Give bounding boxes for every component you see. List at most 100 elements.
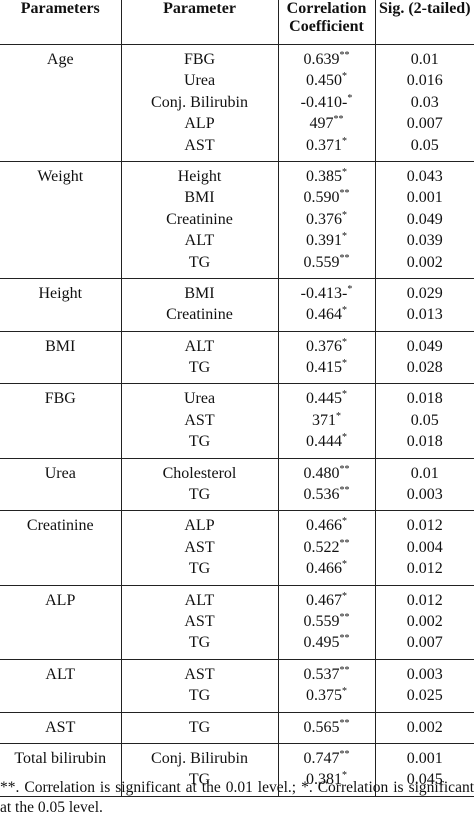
correlation-number: 0.467	[306, 591, 342, 609]
table-row: BMI ALT TG 0.376* 0.415* 0.049 0.028	[0, 331, 474, 385]
correlation-value: 0.559**	[279, 611, 375, 632]
sig-value: 0.013	[406, 306, 443, 324]
correlation-number: 0.639	[303, 51, 340, 68]
correlated-parameter: ALT	[184, 337, 215, 355]
correlated-parameter-cell: TG	[121, 712, 279, 744]
correlated-parameter: TG	[188, 433, 211, 451]
significance-cell: 0.012 0.004 0.012	[375, 510, 474, 586]
significance-cell: 0.029 0.013	[375, 278, 474, 332]
sig-value: 0.01	[410, 464, 439, 482]
group-parameter-label: Age	[46, 51, 74, 68]
correlated-parameter-cell: ALT TG	[121, 331, 279, 385]
correlated-parameter: Conj. Bilirubin	[151, 93, 248, 111]
group-parameter-label: ALT	[45, 665, 76, 683]
correlation-coefficient-cell: 0.639** 0.450* -0.410-* 497** 0.371*	[278, 44, 376, 162]
group-cell: Height	[0, 278, 122, 332]
sig-value: 0.043	[406, 167, 443, 185]
group-cell: Weight	[0, 161, 122, 279]
significance-marker: *	[342, 686, 347, 698]
correlation-number: 0.391	[306, 232, 342, 250]
sig-value: 0.049	[406, 210, 443, 228]
group-parameter-label: FBG	[44, 390, 76, 408]
correlation-coefficient-cell: 0.467* 0.559** 0.495**	[278, 585, 376, 660]
significance-marker: **	[339, 717, 350, 729]
group-parameter-label: AST	[45, 718, 76, 736]
correlation-value: 0.467*	[279, 590, 375, 611]
table-row: Height BMI Creatinine -0.413-* 0.464* 0.029 0.…	[0, 278, 474, 332]
correlation-coefficient-cell: 0.747** 0.381*	[278, 743, 376, 797]
correlated-parameter: ALP	[184, 115, 215, 133]
header-row: Parameters Parameter Correlation Coeffic…	[0, 0, 474, 45]
sig-value: 0.025	[406, 687, 443, 705]
significance-marker: *	[342, 358, 347, 370]
correlation-coefficient-cell: -0.413-* 0.464*	[278, 278, 376, 332]
sig-value: 0.012	[406, 517, 443, 535]
significance-marker: *	[336, 410, 341, 422]
correlation-value: 0.747**	[279, 748, 375, 769]
significance-cell: 0.018 0.05 0.018	[375, 383, 474, 459]
sig-value: 0.007	[406, 115, 443, 133]
table-row: Urea Cholesterol TG 0.480** 0.536** 0.01 0.003	[0, 458, 474, 512]
correlation-value: 0.565**	[279, 717, 375, 738]
correlation-number: -0.413-	[300, 284, 348, 302]
correlated-parameter: TG	[188, 771, 211, 789]
significance-marker: **	[339, 633, 350, 645]
correlation-value: 0.385*	[279, 166, 375, 187]
correlation-value: 371*	[279, 410, 375, 431]
correlation-value: 0.537**	[279, 664, 375, 685]
significance-marker: **	[339, 664, 350, 676]
group-cell: Urea	[0, 458, 122, 512]
correlation-number: 0.385	[306, 167, 342, 185]
correlated-parameter: TG	[188, 253, 211, 271]
group-cell: ALP	[0, 585, 122, 660]
correlated-parameter: Urea	[183, 72, 216, 90]
correlation-number: 0.559	[303, 612, 340, 630]
correlation-coefficient-cell: 0.466* 0.522** 0.466*	[278, 510, 376, 586]
correlated-parameter-cell: FBG Urea Conj. Bilirubin ALP AST	[121, 44, 279, 162]
sig-value: 0.002	[406, 612, 443, 630]
correlation-number: 0.466	[306, 517, 342, 535]
correlation-coefficient-cell: 0.537** 0.375*	[278, 659, 376, 713]
correlation-number: 0.565	[303, 718, 340, 736]
correlation-number: 0.495	[303, 634, 340, 652]
table-row: ALP ALT AST TG 0.467* 0.559** 0.495** 0.012 0.00…	[0, 585, 474, 660]
significance-cell: 0.01 0.003	[375, 458, 474, 512]
correlation-value: 0.480**	[279, 463, 375, 484]
group-parameter-label: BMI	[45, 337, 76, 355]
sig-value: 0.003	[406, 486, 443, 504]
significance-marker: **	[339, 463, 350, 475]
significance-cell: 0.002	[375, 712, 474, 744]
significance-marker: *	[342, 770, 347, 782]
significance-marker: *	[342, 135, 347, 147]
significance-marker: **	[339, 252, 350, 264]
correlation-number: 0.464	[306, 306, 342, 324]
table-row: Age FBG Urea Conj. Bilirubin ALP AST 0.639** 0.…	[0, 44, 474, 162]
sig-value: 0.016	[406, 72, 443, 90]
correlation-number: 0.375	[306, 687, 342, 705]
sig-value: 0.003	[406, 665, 443, 683]
group-parameter-label: Creatinine	[26, 517, 94, 535]
correlation-value: 0.464*	[279, 304, 375, 325]
correlated-parameter: Conj. Bilirubin	[151, 749, 248, 767]
significance-marker: **	[339, 537, 350, 549]
correlation-value: -0.413-*	[279, 283, 375, 304]
correlated-parameter: TG	[188, 687, 211, 705]
correlation-number: 0.444	[306, 433, 342, 451]
sig-value: 0.018	[406, 390, 443, 408]
header-parameters: Parameters	[0, 0, 122, 45]
correlation-coefficient-cell: 0.385* 0.590** 0.376* 0.391* 0.559**	[278, 161, 376, 279]
significance-marker: *	[342, 305, 347, 317]
significance-marker: **	[339, 485, 350, 497]
significance-marker: **	[339, 748, 350, 760]
correlation-number: 0.559	[303, 253, 340, 271]
group-cell: Age	[0, 44, 122, 162]
correlation-value: 0.371*	[279, 135, 375, 156]
significance-marker: **	[339, 188, 350, 200]
correlation-number: 0.747	[303, 749, 340, 767]
correlated-parameter: TG	[188, 359, 211, 377]
correlation-value: -0.410-*	[279, 92, 375, 113]
sig-value: 0.028	[406, 359, 443, 377]
group-cell: Total bilirubin	[0, 743, 122, 797]
table-row: Creatinine ALP AST TG 0.466* 0.522** 0.466* 0.0…	[0, 510, 474, 586]
